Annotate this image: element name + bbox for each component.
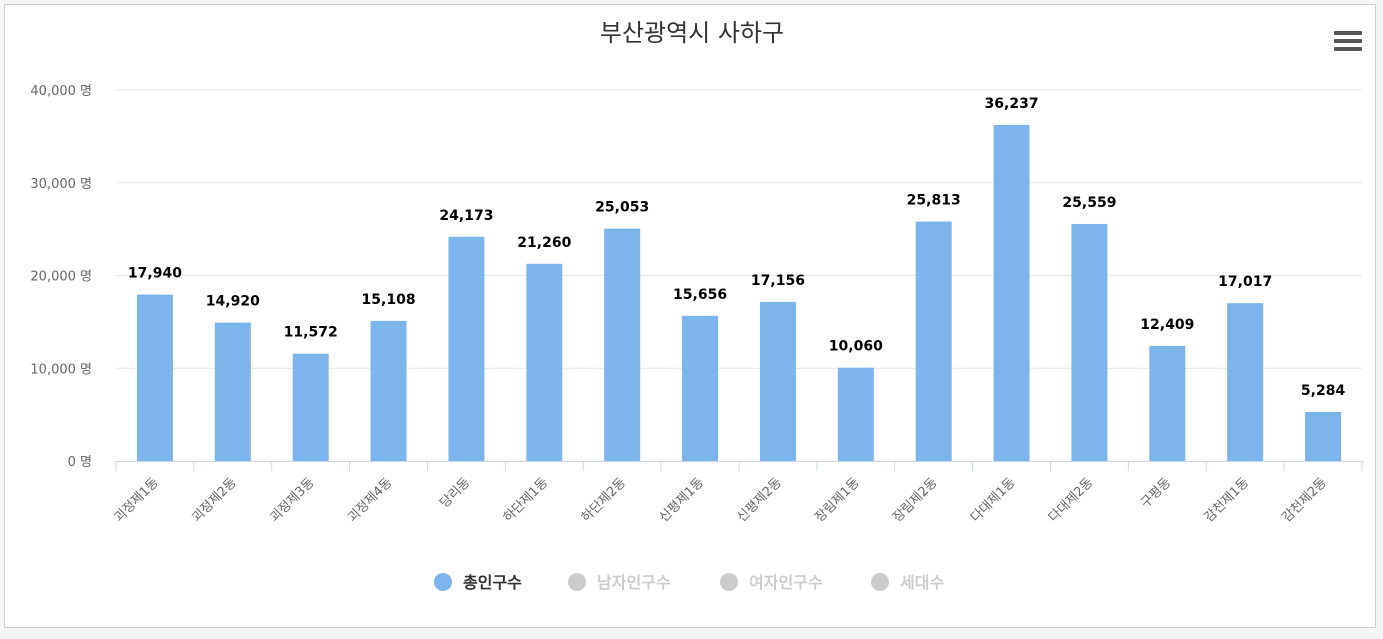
x-tick-label: 신평제1동 [657, 475, 707, 525]
hamburger-menu-icon [1334, 31, 1362, 35]
bar[interactable] [1149, 345, 1186, 461]
data-label: 25,813 [907, 193, 961, 209]
legend-label: 남자인구수 [597, 573, 671, 592]
bar[interactable] [1071, 223, 1108, 461]
bar[interactable] [993, 124, 1030, 461]
y-tick-label: 0 명 [68, 455, 92, 470]
x-tick-label: 다대제2동 [1046, 475, 1096, 525]
data-label: 24,173 [439, 208, 493, 224]
y-tick-label: 10,000 명 [30, 362, 92, 377]
legend-item[interactable]: 총인구수 [434, 573, 522, 592]
bar[interactable] [1227, 303, 1264, 461]
data-label: 17,156 [751, 273, 805, 289]
data-label: 36,237 [985, 96, 1039, 112]
legend-item[interactable]: 세대수 [871, 573, 944, 592]
legend-label: 총인구수 [463, 573, 522, 592]
legend-item[interactable]: 여자인구수 [720, 573, 823, 592]
x-tick-label: 하단제2동 [579, 475, 629, 525]
x-tick-label: 하단제1동 [501, 475, 551, 525]
bar[interactable] [526, 263, 563, 461]
bar[interactable] [136, 294, 173, 461]
x-tick-label: 장림제1동 [812, 475, 862, 525]
x-tick-label: 괴정제1동 [111, 475, 161, 525]
x-tick-label: 장림제2동 [890, 475, 940, 525]
x-tick-label: 감천제1동 [1202, 475, 1252, 525]
bar[interactable] [448, 236, 485, 461]
data-label: 11,572 [284, 325, 338, 341]
legend-marker [871, 573, 889, 591]
bar[interactable] [370, 320, 407, 461]
x-tick-label: 당리동 [437, 475, 473, 511]
data-label: 17,940 [128, 266, 182, 282]
y-tick-label: 20,000 명 [30, 270, 92, 285]
bar[interactable] [759, 301, 796, 461]
legend-label: 세대수 [900, 573, 944, 592]
x-tick-label: 괴정제4동 [345, 475, 395, 525]
bar[interactable] [214, 322, 251, 461]
data-label: 12,409 [1140, 317, 1194, 333]
bar[interactable] [915, 221, 952, 461]
legend-item[interactable]: 남자인구수 [568, 573, 671, 592]
data-label: 17,017 [1218, 274, 1272, 290]
y-tick-label: 40,000 명 [30, 84, 92, 99]
legend-label: 여자인구수 [749, 573, 823, 592]
bar[interactable] [682, 315, 719, 461]
data-label: 15,656 [673, 287, 727, 303]
x-tick-label: 괴정제3동 [267, 475, 317, 525]
legend-marker [568, 573, 586, 591]
data-label: 25,559 [1062, 195, 1116, 211]
x-tick-label: 괴정제2동 [189, 475, 239, 525]
y-tick-label: 30,000 명 [30, 177, 92, 192]
chart-title: 부산광역시 사하구 [600, 19, 784, 47]
data-label: 21,260 [517, 235, 571, 251]
x-tick-label: 구평동 [1138, 475, 1174, 511]
bar[interactable] [604, 228, 641, 461]
bar[interactable] [292, 353, 329, 461]
legend-marker [434, 573, 452, 591]
data-label: 15,108 [362, 292, 416, 308]
x-tick-label: 다대제1동 [968, 475, 1018, 525]
data-label: 25,053 [595, 200, 649, 216]
data-label: 5,284 [1301, 383, 1346, 399]
chart-menu-button[interactable] [1334, 31, 1362, 55]
legend-marker [720, 573, 738, 591]
x-tick-label: 감천제2동 [1280, 475, 1330, 525]
bar[interactable] [1305, 411, 1342, 461]
data-label: 14,920 [206, 294, 260, 310]
data-label: 10,060 [829, 339, 883, 355]
bar[interactable] [837, 367, 874, 461]
x-tick-label: 신평제2동 [734, 475, 784, 525]
